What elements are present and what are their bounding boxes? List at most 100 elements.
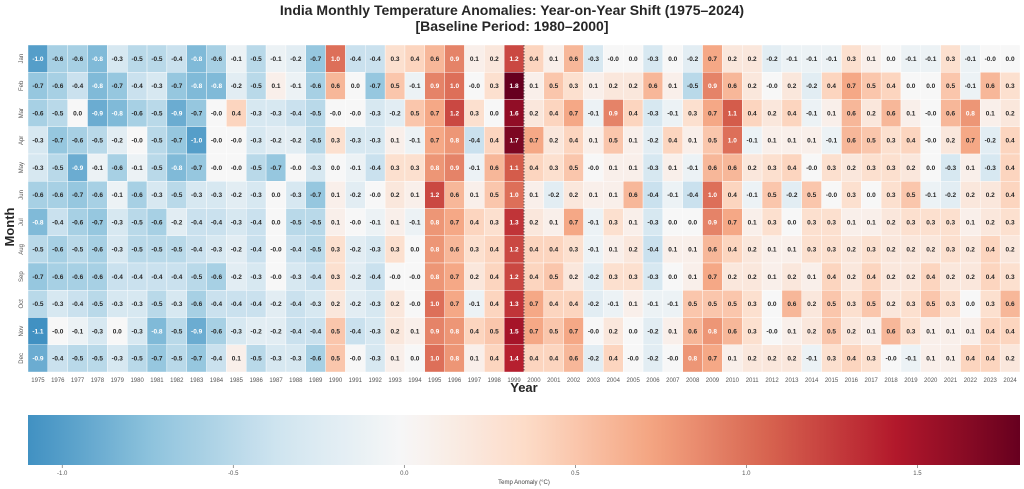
cell-value-label: -0.4	[191, 247, 203, 254]
cell-value-label: 0.3	[391, 56, 400, 63]
cell-value-label: -1.1	[32, 328, 44, 335]
cell-value-label: -0.5	[251, 83, 263, 90]
cell-value-label: 0.0	[668, 56, 677, 63]
cell-value-label: 0.5	[708, 301, 717, 308]
cell-value-label: -0.2	[588, 301, 600, 308]
cell-value-label: -0.1	[588, 219, 600, 226]
cell-value-label: -0.5	[151, 247, 163, 254]
cell-value-label: 0.2	[748, 83, 757, 90]
cell-value-label: -0.1	[350, 165, 362, 172]
cell-value-label: 1.0	[430, 301, 439, 308]
cell-value-label: 0.5	[490, 192, 499, 199]
cell-value-label: -0.0	[409, 274, 421, 281]
cell-value-label: -0.7	[32, 274, 44, 281]
cell-value-label: -0.5	[251, 356, 263, 363]
cell-value-label: -0.4	[290, 247, 302, 254]
cell-value-label: -0.1	[965, 56, 977, 63]
cell-value-label: -0.7	[171, 83, 183, 90]
cell-value-label: -0.3	[647, 110, 659, 117]
cell-value-label: 1.2	[510, 274, 519, 281]
cell-value-label: 1.3	[510, 219, 519, 226]
cell-value-label: -0.2	[647, 328, 659, 335]
cell-value-label: 0.0	[906, 83, 915, 90]
cell-value-label: -0.5	[151, 165, 163, 172]
cell-value-label: 0.1	[867, 56, 876, 63]
cell-value-label: 0.4	[529, 274, 538, 281]
cell-value-label: -0.1	[905, 56, 917, 63]
cell-value-label: 0.3	[847, 192, 856, 199]
cell-value-label: 0.7	[708, 274, 717, 281]
cell-value-label: -0.1	[409, 83, 421, 90]
cell-value-label: 0.0	[410, 356, 419, 363]
cell-value-label: -0.2	[171, 219, 183, 226]
cell-value-label: -0.1	[409, 138, 421, 145]
cell-value-label: -0.5	[52, 165, 64, 172]
cell-value-label: -0.4	[132, 274, 144, 281]
x-tick-label: 1978	[91, 378, 105, 384]
cell-value-label: -0.0	[270, 247, 282, 254]
cell-value-label: -0.3	[985, 165, 997, 172]
colorbar-tick-label: -0.5	[228, 471, 239, 477]
x-tick-label: 1984	[210, 378, 224, 384]
cell-value-label: -0.3	[270, 110, 282, 117]
x-tick-label: 2023	[984, 378, 998, 384]
cell-value-label: 0.0	[351, 83, 360, 90]
cell-value-label: 0.2	[787, 356, 796, 363]
cell-value-label: -0.4	[370, 56, 382, 63]
cell-value-label: -0.5	[151, 56, 163, 63]
cell-value-label: -0.1	[667, 301, 679, 308]
cell-value-label: -0.3	[647, 274, 659, 281]
x-tick-label: 2012	[765, 378, 779, 384]
x-tick-label: 1987	[269, 378, 283, 384]
cell-value-label: -0.2	[389, 110, 401, 117]
cell-value-label: 0.3	[847, 301, 856, 308]
x-tick-label: 2011	[746, 378, 760, 384]
cell-value-label: -0.0	[211, 138, 223, 145]
cell-value-label: 0.1	[767, 274, 776, 281]
cell-value-label: -0.5	[171, 192, 183, 199]
cell-value-label: 0.6	[728, 328, 737, 335]
cell-value-label: 0.2	[748, 165, 757, 172]
cell-value-label: 0.9	[708, 219, 717, 226]
cell-value-label: 0.3	[946, 56, 955, 63]
cell-value-label: -0.2	[548, 192, 560, 199]
cell-value-label: 0.6	[728, 83, 737, 90]
cell-value-label: -0.1	[905, 356, 917, 363]
cell-value-label: 0.1	[807, 274, 816, 281]
x-tick-label: 1988	[289, 378, 303, 384]
cell-value-label: -0.3	[32, 138, 44, 145]
x-tick-label: 2001	[547, 378, 561, 384]
cell-value-label: 0.6	[490, 165, 499, 172]
cell-value-label: -0.1	[747, 138, 759, 145]
cell-value-label: 0.2	[787, 274, 796, 281]
x-tick-label: 1993	[388, 378, 402, 384]
y-axis-ticks: Jan Feb Mar Apr May Jun Jul Aug Sep Oct Nov Dec	[19, 54, 25, 364]
x-tick-label: 2019	[904, 378, 918, 384]
cell-value-label: 0.3	[867, 165, 876, 172]
cell-value-label: 0.1	[410, 328, 419, 335]
cell-value-label: 0.6	[728, 165, 737, 172]
cell-value-label: 0.2	[569, 274, 578, 281]
cell-value-label: -0.5	[132, 247, 144, 254]
x-tick-label: 2015	[825, 378, 839, 384]
cell-value-label: 0.6	[708, 165, 717, 172]
cell-value-label: -0.4	[647, 192, 659, 199]
cell-value-label: -0.0	[350, 110, 362, 117]
cell-value-label: -0.5	[251, 165, 263, 172]
cell-value-label: 0.7	[569, 328, 578, 335]
cell-value-label: -0.5	[132, 356, 144, 363]
cell-value-label: 0.5	[767, 192, 776, 199]
cell-value-label: 0.3	[827, 165, 836, 172]
cell-value-label: -0.3	[647, 219, 659, 226]
cell-value-label: -0.8	[112, 110, 124, 117]
cell-value-label: 0.6	[986, 83, 995, 90]
cell-value-label: 0.2	[887, 219, 896, 226]
cell-value-label: -0.3	[370, 356, 382, 363]
chart-title-line1: India Monthly Temperature Anomalies: Yea…	[280, 2, 744, 18]
cell-value-label: -0.4	[52, 219, 64, 226]
cell-value-label: -0.3	[350, 138, 362, 145]
y-axis-label: Month	[2, 207, 17, 246]
cell-value-label: 0.1	[906, 110, 915, 117]
cell-value-label: -0.4	[251, 301, 263, 308]
cell-value-label: -0.1	[667, 110, 679, 117]
